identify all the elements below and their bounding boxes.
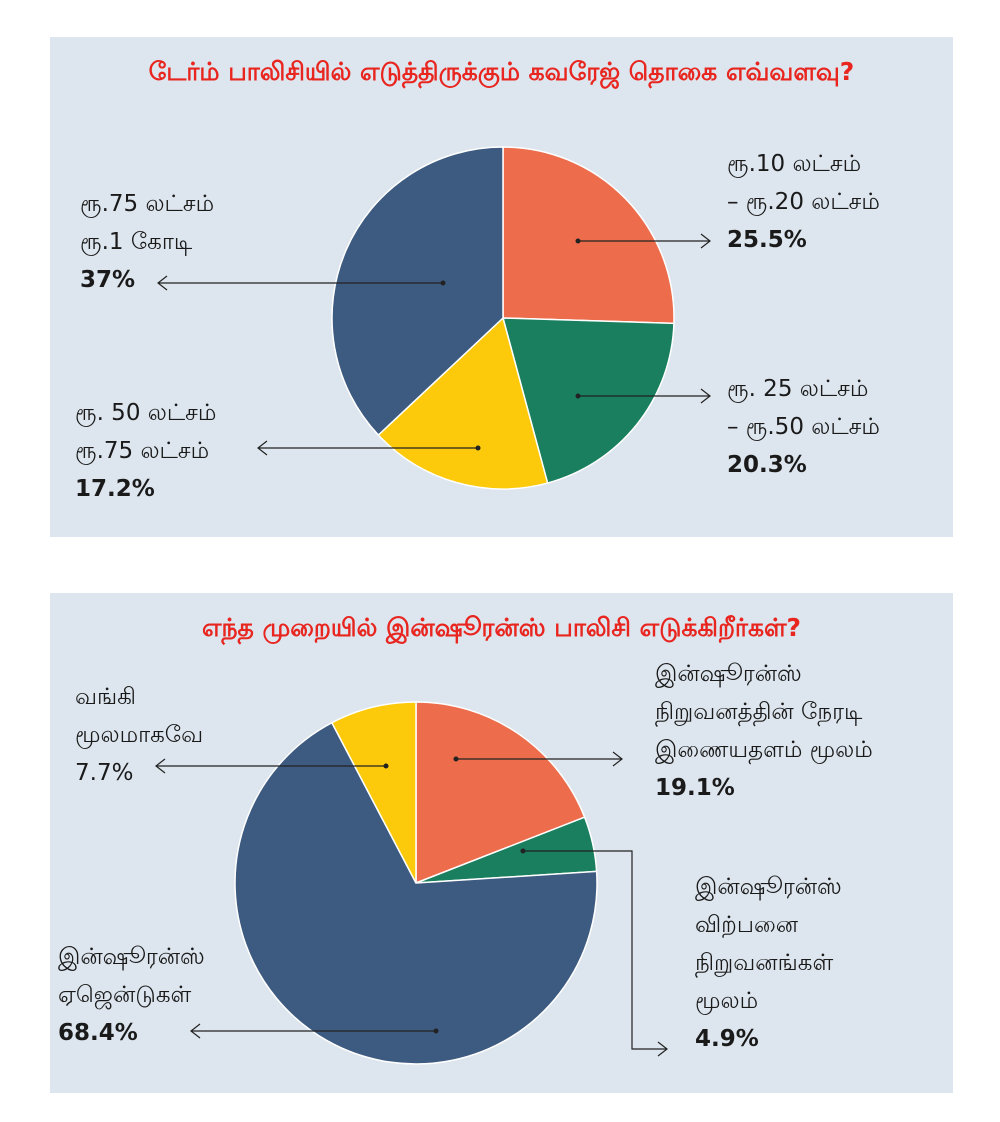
leader-arrow: [155, 758, 389, 774]
slice-percent: 4.9%: [695, 1026, 759, 1052]
slice-label-75-lakh-1-crore: ரூ.75 லட்சம் ரூ.1 கோடி 37%: [80, 185, 214, 299]
slice-label-50-75-lakh: ரூ. 50 லட்சம் ரூ.75 லட்சம் 17.2%: [75, 394, 216, 508]
chart-title: டேர்ம் பாலிசியில் எடுத்திருக்கும் கவரேஜ்…: [148, 57, 855, 86]
slice-label-direct-website: இன்ஷூரன்ஸ் நிறுவனத்தின் நேரடி இணையதளம் ம…: [655, 655, 873, 807]
chart-title: எந்த முறையில் இன்ஷூரன்ஸ் பாலிசி எடுக்கிற…: [201, 613, 802, 642]
label-line: விற்பனை: [695, 912, 799, 938]
pie-slice: [377, 316, 549, 490]
pie-slice: [331, 146, 504, 437]
slice-label-bank: வங்கி மூலமாகவே 7.7%: [75, 678, 203, 792]
label-line: நிறுவனத்தின் நேரடி: [655, 699, 863, 725]
label-line: இன்ஷூரன்ஸ்: [695, 874, 842, 900]
pie-slice: [415, 701, 586, 885]
label-line: ரூ. 25 லட்சம்: [727, 376, 869, 402]
slice-percent: 37%: [80, 267, 136, 293]
pie-slice: [234, 721, 598, 1065]
label-line: வங்கி: [75, 684, 137, 710]
leader-arrow: [453, 751, 623, 767]
leader-arrow: [575, 233, 711, 249]
leader-arrow: [520, 848, 668, 1057]
label-line: நிறுவனங்கள்: [695, 950, 834, 976]
label-line: ரூ.75 லட்சம்: [75, 438, 210, 464]
label-line: மூலமாகவே: [75, 722, 204, 748]
pie-slice: [502, 146, 675, 325]
label-line: மூலம்: [695, 988, 759, 1014]
slice-label-25-50-lakh: ரூ. 25 லட்சம் – ரூ.50 லட்சம் 20.3%: [727, 370, 880, 484]
slice-label-agents: இன்ஷூரன்ஸ் ஏஜென்டுகள் 68.4%: [58, 938, 205, 1052]
slice-percent: 17.2%: [75, 476, 155, 502]
leader-arrow: [575, 388, 711, 404]
coverage-chart-panel: டேர்ம் பாலிசியில் எடுத்திருக்கும் கவரேஜ்…: [50, 37, 953, 537]
leader-arrow: [157, 275, 446, 291]
pie-slice: [330, 701, 417, 884]
coverage-pie-chart: [157, 146, 711, 490]
leader-arrow: [257, 440, 481, 456]
label-line: இன்ஷூரன்ஸ்: [655, 661, 802, 687]
purchase-method-chart-panel: எந்த முறையில் இன்ஷூரன்ஸ் பாலிசி எடுக்கிற…: [50, 593, 953, 1093]
label-line: ரூ.10 லட்சம்: [727, 151, 862, 177]
slice-percent: 7.7%: [75, 760, 134, 786]
label-line: – ரூ.50 லட்சம்: [727, 414, 880, 440]
slice-label-sales-companies: இன்ஷூரன்ஸ் விற்பனை நிறுவனங்கள் மூலம் 4.9…: [695, 868, 842, 1058]
slice-percent: 25.5%: [727, 227, 807, 253]
leader-arrow: [190, 1023, 439, 1039]
label-line: ரூ.1 கோடி: [80, 229, 193, 255]
slice-percent: 20.3%: [727, 452, 807, 478]
label-line: ரூ.75 லட்சம்: [80, 191, 215, 217]
slice-percent: 19.1%: [655, 775, 735, 801]
label-line: – ரூ.20 லட்சம்: [727, 189, 880, 215]
label-line: ஏஜென்டுகள்: [58, 982, 192, 1008]
label-line: இன்ஷூரன்ஸ்: [58, 944, 205, 970]
purchase-method-pie-chart: [155, 701, 668, 1065]
label-line: இணையதளம் மூலம்: [655, 737, 873, 763]
pie-slice: [502, 317, 675, 485]
label-line: ரூ. 50 லட்சம்: [75, 400, 217, 426]
slice-label-10-20-lakh: ரூ.10 லட்சம் – ரூ.20 லட்சம் 25.5%: [727, 145, 880, 259]
slice-percent: 68.4%: [58, 1020, 138, 1046]
